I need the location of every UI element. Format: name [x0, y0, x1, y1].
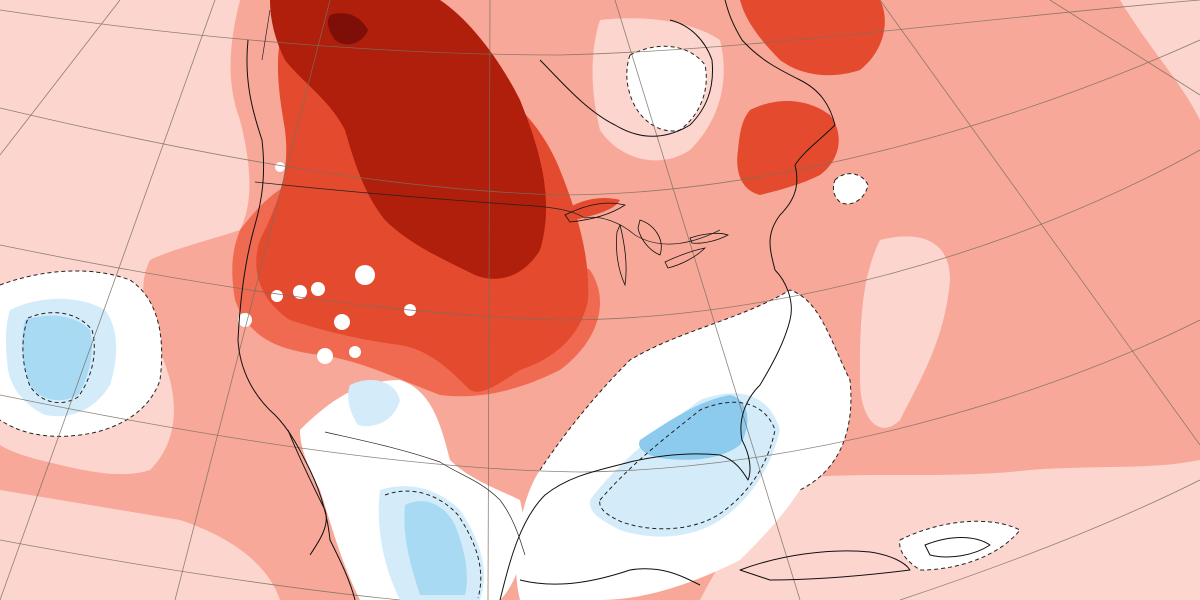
baja-coast: [287, 429, 327, 556]
latitude-line: [0, 0, 1200, 56]
hudson-bay-coast: [539, 19, 714, 137]
great-lakes: [564, 202, 729, 287]
gap-spot: [293, 285, 307, 299]
zero-contour-mexico: [384, 490, 482, 599]
latitude-line: [0, 539, 401, 600]
neutral-hudson: [626, 46, 707, 131]
east-coast: [769, 124, 836, 271]
coastlines: [237, 0, 991, 600]
lake-superior: [564, 202, 626, 223]
latitude-line: [899, 479, 1200, 600]
borders: [254, 9, 721, 556]
zero-contour-gulf: [599, 401, 776, 530]
gap-spot: [349, 346, 361, 358]
lake-huron: [637, 219, 662, 256]
neutral-caribbean: [899, 521, 1020, 570]
zero-contour-atlantic-spot: [832, 173, 869, 205]
cool-pacific-core: [22, 315, 92, 401]
extreme-warm-core: [327, 13, 368, 45]
strong-warm-arctic: [740, 0, 885, 76]
neutral-atlantic-spot: [833, 173, 868, 205]
longitude-line: [1049, 0, 1200, 96]
extreme-warm-layer: [270, 0, 547, 279]
light-warm-atlantic: [1120, 0, 1200, 120]
lake-michigan: [616, 223, 627, 287]
latitude-line: [0, 149, 1200, 321]
zero-contour-pacific-inner: [22, 312, 95, 404]
longitude-line: [174, 0, 331, 600]
longitude-line: [614, 0, 801, 600]
longitude-line: [487, 0, 491, 600]
lake-ontario: [689, 232, 729, 244]
longitude-line: [0, 0, 121, 156]
extreme-warm-canada: [270, 0, 547, 279]
hispaniola-coast: [924, 537, 991, 558]
longitude-line: [879, 0, 1200, 446]
gap-spot: [355, 265, 375, 285]
longitude-line: [0, 0, 216, 600]
yucatan-coast: [519, 568, 701, 586]
gap-spot: [317, 348, 333, 364]
light-warm-east: [860, 236, 950, 428]
west-coast: [237, 39, 356, 600]
latitude-line: [0, 319, 1200, 473]
alaska-border: [261, 9, 271, 61]
zero-contour-caribbean: [899, 520, 1021, 571]
gulf-coast: [499, 269, 792, 600]
latitude-line: [0, 39, 1200, 196]
cool-layer: [5, 298, 780, 600]
gap-spot: [275, 162, 285, 172]
us-mexico-border: [324, 431, 526, 556]
us-canada-border: [254, 181, 721, 245]
gap-spot: [311, 282, 325, 296]
zero-contour-pacific: [0, 270, 163, 437]
labrador-coast: [724, 0, 836, 126]
zero-contour-southeast: [539, 289, 852, 491]
cool-texas: [348, 380, 400, 427]
strong-warm-quebec: [737, 100, 839, 195]
light-warm-southwest: [0, 490, 280, 600]
cool-mexico-core: [404, 501, 467, 595]
gap-spot: [334, 314, 350, 330]
cool-florida-core: [639, 395, 748, 460]
warm-gaps: [238, 162, 416, 364]
gap-spot: [271, 290, 283, 302]
cuba-coast: [739, 550, 911, 581]
lake-erie: [664, 247, 707, 269]
